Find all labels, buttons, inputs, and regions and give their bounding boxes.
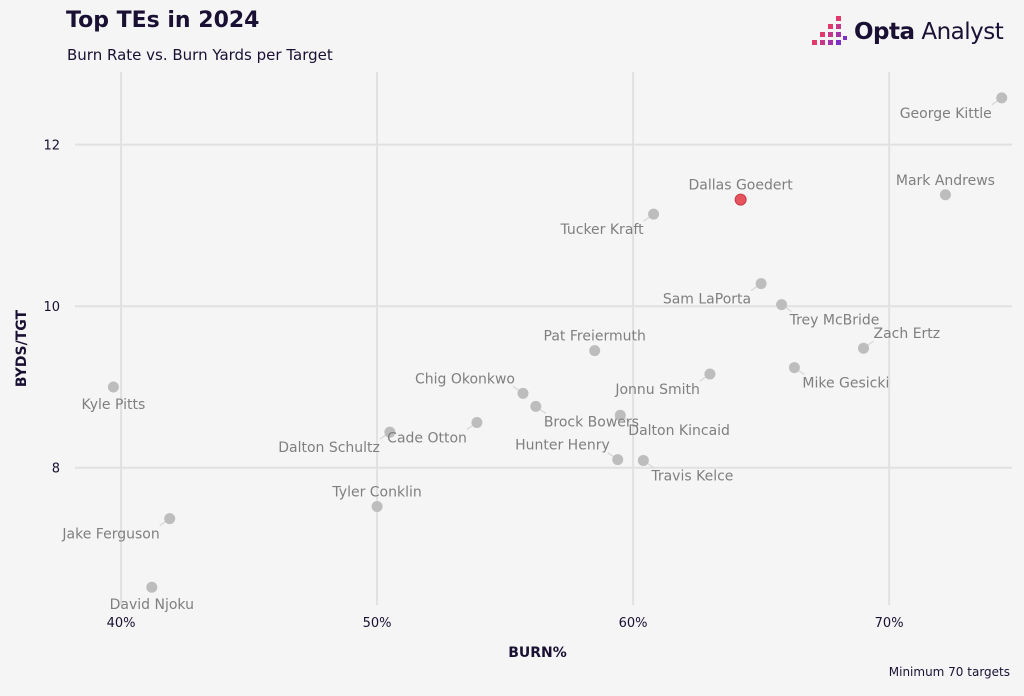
point-label: Mark Andrews bbox=[896, 173, 995, 189]
point-label: Kyle Pitts bbox=[82, 397, 146, 413]
point-label: Dallas Goedert bbox=[689, 178, 794, 194]
point-label: Dalton Kincaid bbox=[628, 423, 730, 439]
opta-pixel-bars-icon bbox=[812, 16, 847, 45]
data-point bbox=[371, 500, 383, 512]
y-tick-label: 10 bbox=[43, 300, 60, 315]
data-point bbox=[612, 454, 624, 466]
point-label: David Njoku bbox=[110, 597, 194, 613]
footnote: Minimum 70 targets bbox=[888, 665, 1010, 679]
x-tick-label: 40% bbox=[107, 616, 136, 631]
brand-name: Opta Analyst bbox=[854, 19, 1004, 45]
point-label: Hunter Henry bbox=[515, 438, 610, 454]
y-axis-title: BYDS/TGT bbox=[14, 309, 30, 387]
point-label: Pat Freiermuth bbox=[544, 329, 646, 345]
point-label: Sam LaPorta bbox=[663, 292, 751, 308]
chart-subtitle: Burn Rate vs. Burn Yards per Target bbox=[67, 46, 333, 64]
point-label: Dalton Schultz bbox=[278, 440, 380, 456]
point-label: Jonnu Smith bbox=[614, 382, 700, 398]
data-point bbox=[637, 454, 649, 466]
x-tick-label: 50% bbox=[363, 616, 392, 631]
point-label: Tucker Kraft bbox=[559, 222, 644, 238]
data-point bbox=[776, 299, 788, 311]
point-label: Tyler Conklin bbox=[331, 484, 421, 500]
data-point bbox=[788, 362, 800, 374]
data-point bbox=[589, 345, 601, 357]
point-labels: George Kittle Mark Andrews Dallas Goedert T… bbox=[61, 106, 995, 613]
data-point bbox=[146, 581, 158, 593]
point-label: George Kittle bbox=[900, 106, 992, 122]
data-point bbox=[996, 92, 1008, 104]
data-point bbox=[517, 387, 529, 399]
data-point bbox=[858, 342, 870, 354]
grid-lines bbox=[75, 72, 1012, 605]
point-label: Chig Okonkwo bbox=[415, 371, 515, 387]
y-tick-label: 8 bbox=[52, 462, 60, 477]
data-point bbox=[164, 513, 176, 525]
point-label: Zach Ertz bbox=[874, 326, 941, 342]
point-label: Cade Otton bbox=[387, 430, 467, 446]
data-point bbox=[648, 208, 660, 220]
data-point bbox=[704, 368, 716, 380]
brand-logo: Opta Analyst bbox=[810, 16, 1004, 48]
x-tick-label: 60% bbox=[619, 616, 648, 631]
data-point bbox=[107, 381, 119, 393]
axis-ticks: 40% 50% 60% 70% 8 10 12 bbox=[43, 139, 903, 631]
point-label: Jake Ferguson bbox=[61, 527, 159, 543]
data-point bbox=[939, 189, 951, 201]
point-label: Mike Gesicki bbox=[802, 376, 889, 392]
x-tick-label: 70% bbox=[875, 616, 904, 631]
data-point bbox=[530, 400, 542, 412]
chart-title: Top TEs in 2024 bbox=[66, 8, 260, 33]
data-point bbox=[755, 278, 767, 290]
point-label: Trey McBride bbox=[789, 313, 880, 329]
data-point bbox=[384, 426, 396, 438]
y-tick-label: 12 bbox=[43, 139, 60, 154]
point-label: Brock Bowers bbox=[544, 414, 639, 430]
data-point bbox=[734, 193, 747, 206]
point-label: Travis Kelce bbox=[650, 468, 733, 484]
data-point bbox=[614, 409, 626, 421]
x-axis-title: BURN% bbox=[508, 645, 567, 661]
data-point bbox=[471, 416, 483, 428]
data-points bbox=[107, 92, 1008, 593]
